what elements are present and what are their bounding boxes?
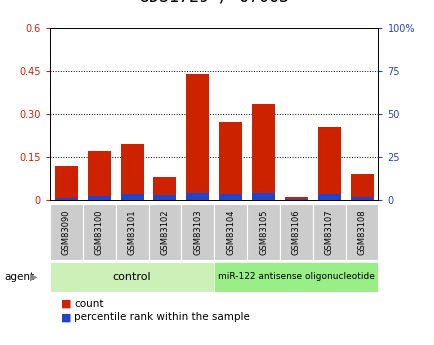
Bar: [50, 204, 82, 260]
Text: GDS1729 / 67063: GDS1729 / 67063: [139, 0, 289, 5]
Bar: [181, 204, 214, 260]
Bar: [55, 166, 78, 200]
Bar: [284, 199, 307, 200]
Bar: [251, 104, 274, 200]
Bar: [317, 194, 340, 200]
Bar: [284, 197, 307, 200]
Text: miR-122 antisense oligonucleotide: miR-122 antisense oligonucleotide: [217, 272, 374, 282]
Text: GSM83105: GSM83105: [258, 209, 267, 255]
Text: ■: ■: [61, 299, 71, 308]
Bar: [88, 196, 111, 200]
Bar: [247, 204, 279, 260]
Bar: [115, 204, 148, 260]
Bar: [120, 194, 143, 200]
Text: ▶: ▶: [30, 272, 37, 282]
Text: agent: agent: [4, 272, 34, 282]
Bar: [148, 204, 181, 260]
Bar: [279, 204, 312, 260]
Bar: [251, 193, 274, 200]
Bar: [219, 122, 242, 200]
Text: control: control: [112, 272, 151, 282]
Bar: [350, 174, 373, 200]
Text: GSM83102: GSM83102: [160, 209, 169, 255]
Text: GSM83090: GSM83090: [62, 209, 71, 255]
Bar: [120, 144, 143, 200]
Text: percentile rank within the sample: percentile rank within the sample: [74, 313, 249, 322]
Text: GSM83100: GSM83100: [95, 209, 104, 255]
Bar: [186, 193, 209, 200]
Text: GSM83108: GSM83108: [357, 209, 366, 255]
Bar: [186, 73, 209, 200]
Bar: [153, 177, 176, 200]
Bar: [214, 204, 247, 260]
Text: count: count: [74, 299, 103, 308]
Text: GSM83106: GSM83106: [291, 209, 300, 255]
Bar: [55, 198, 78, 200]
Bar: [219, 194, 242, 200]
Text: GSM83104: GSM83104: [226, 209, 235, 255]
Text: ■: ■: [61, 313, 71, 322]
Text: GSM83107: GSM83107: [324, 209, 333, 255]
Bar: [153, 195, 176, 200]
Bar: [88, 151, 111, 200]
Bar: [317, 127, 340, 200]
Text: GSM83103: GSM83103: [193, 209, 202, 255]
Bar: [345, 204, 378, 260]
Bar: [350, 197, 373, 200]
Text: GSM83101: GSM83101: [127, 209, 136, 255]
Bar: [312, 204, 345, 260]
Bar: [82, 204, 115, 260]
